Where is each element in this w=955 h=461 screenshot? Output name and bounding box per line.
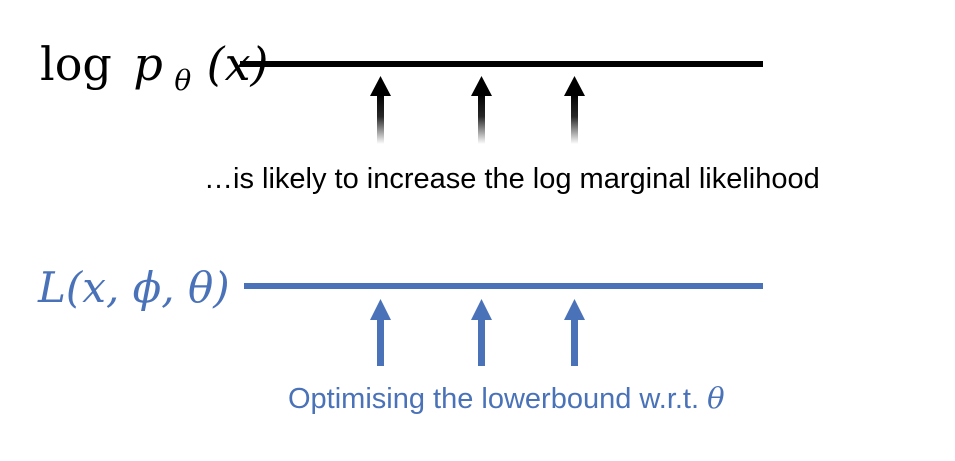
log-marginal-likelihood-group: log p θ (x) …is likely to increase the l… bbox=[40, 37, 820, 195]
p-symbol: p bbox=[133, 37, 162, 91]
lowerbound-caption: Optimising the lowerbound w.r.t. θ bbox=[288, 381, 725, 415]
log-marginal-likelihood-label: log p θ (x) bbox=[40, 37, 269, 100]
lowerbound-group: L(x, ϕ, θ) Optimising the lowerbound w.r… bbox=[37, 263, 763, 415]
log-word: log bbox=[40, 37, 112, 91]
optimise-arrow bbox=[564, 299, 585, 366]
increase-arrow bbox=[564, 76, 585, 144]
lowerbound-caption-theta: θ bbox=[707, 381, 724, 415]
optimise-arrow bbox=[471, 299, 492, 366]
increase-arrow bbox=[370, 76, 391, 144]
optimise-arrow bbox=[370, 299, 391, 366]
lowerbound-caption-text: Optimising the lowerbound w.r.t. bbox=[288, 383, 707, 415]
increase-arrow bbox=[471, 76, 492, 144]
theta-subscript: θ bbox=[174, 64, 191, 97]
lowerbound-expression: L(x, ϕ, θ) bbox=[37, 263, 230, 312]
log-likelihood-caption: …is likely to increase the log marginal … bbox=[204, 163, 820, 195]
